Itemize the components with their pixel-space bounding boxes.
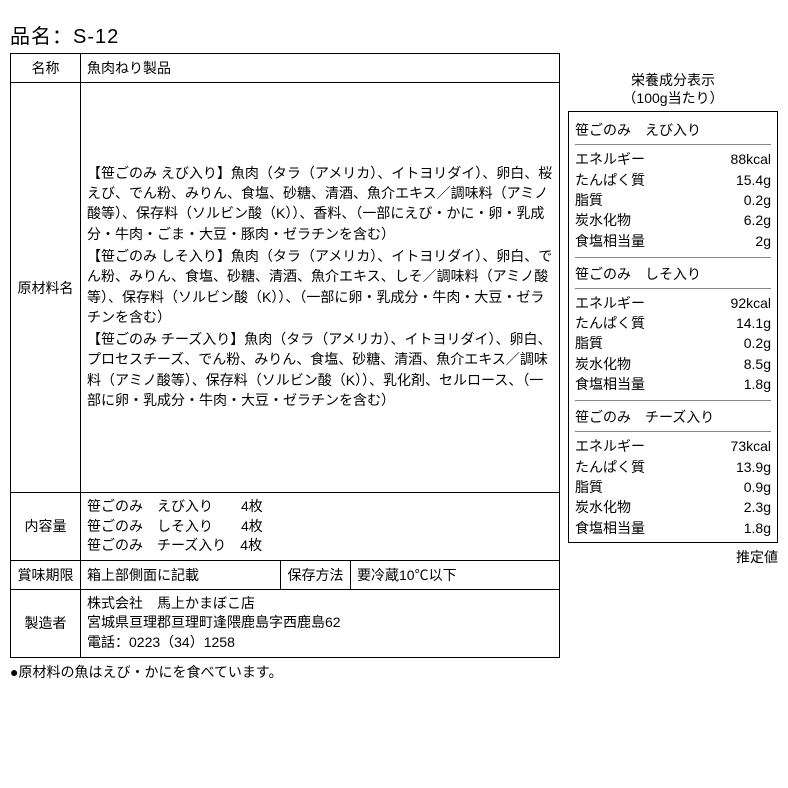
- ingredients-p1: 【笹ごのみ えび入り】魚肉（タラ（アメリカ）、イトヨリダイ）、卵白、桜えび、でん…: [87, 163, 553, 244]
- nut-title-3: 笹ごのみ チーズ入り: [575, 400, 771, 432]
- nut-value: 14.1g: [736, 313, 771, 333]
- storage-table: 賞味期限 箱上部側面に記載 保存方法 要冷蔵10℃以下: [10, 561, 560, 590]
- nut-row: 脂質 0.2g: [575, 333, 771, 353]
- nut-header-line2: （100g当たり）: [568, 89, 778, 107]
- name-value: 魚肉ねり製品: [81, 54, 560, 83]
- nut-value: 1.8g: [744, 374, 771, 394]
- nut-row: たんぱく質 13.9g: [575, 457, 771, 477]
- maker-header: 製造者: [11, 590, 81, 657]
- nut-row: たんぱく質 14.1g: [575, 313, 771, 333]
- contents-line-2: 笹ごのみ しそ入り 4枚: [87, 517, 553, 537]
- footnote: ●原材料の魚はえび・かにを食べています。: [10, 662, 560, 682]
- nut-value: 92kcal: [731, 293, 771, 313]
- nut-label: 脂質: [575, 333, 603, 353]
- nut-value: 8.5g: [744, 354, 771, 374]
- nut-value: 13.9g: [736, 457, 771, 477]
- contents-line-3: 笹ごのみ チーズ入り 4枚: [87, 536, 553, 556]
- nut-row: 炭水化物 8.5g: [575, 354, 771, 374]
- nut-row: 炭水化物 2.3g: [575, 497, 771, 517]
- nut-label: 炭水化物: [575, 354, 631, 374]
- nut-value: 0.2g: [744, 190, 771, 210]
- ingredients-header: 原材料名: [11, 83, 81, 493]
- nut-header-line1: 栄養成分表示: [568, 71, 778, 89]
- nut-title-2: 笹ごのみ しそ入り: [575, 257, 771, 289]
- maker-line-2: 宮城県亘理郡亘理町逢隈鹿島字西鹿島62: [87, 613, 553, 633]
- nut-row: 脂質 0.9g: [575, 477, 771, 497]
- nutrition-box: 笹ごのみ えび入り エネルギー88kcal たんぱく質15.4g 脂質0.2g …: [568, 111, 778, 542]
- contents-line-1: 笹ごのみ えび入り 4枚: [87, 497, 553, 517]
- nut-label: たんぱく質: [575, 170, 645, 190]
- ingredients-cell: 【笹ごのみ えび入り】魚肉（タラ（アメリカ）、イトヨリダイ）、卵白、桜えび、でん…: [81, 83, 560, 493]
- nut-label: 食塩相当量: [575, 374, 645, 394]
- maker-cell: 株式会社 馬上かまぼこ店 宮城県亘理郡亘理町逢隈鹿島字西鹿島62 電話：0223…: [81, 590, 560, 657]
- spec-table: 名称 魚肉ねり製品 原材料名 【笹ごのみ えび入り】魚肉（タラ（アメリカ）、イト…: [10, 53, 560, 561]
- nut-row: エネルギー 88kcal: [575, 149, 771, 169]
- nut-label: 炭水化物: [575, 210, 631, 230]
- contents-header: 内容量: [11, 493, 81, 561]
- nut-section-1: 笹ごのみ えび入り エネルギー88kcal たんぱく質15.4g 脂質0.2g …: [575, 116, 771, 250]
- nut-row: 炭水化物 6.2g: [575, 210, 771, 230]
- nut-row: エネルギー 92kcal: [575, 293, 771, 313]
- contents-cell: 笹ごのみ えび入り 4枚 笹ごのみ しそ入り 4枚 笹ごのみ チーズ入り 4枚: [81, 493, 560, 561]
- nut-label: エネルギー: [575, 149, 645, 169]
- ingredients-p2: 【笹ごのみ しそ入り】魚肉（タラ（アメリカ）、イトヨリダイ）、卵白、でん粉、みり…: [87, 246, 553, 327]
- nut-row: 食塩相当量 1.8g: [575, 374, 771, 394]
- nut-title-1: 笹ごのみ えび入り: [575, 116, 771, 145]
- nutrition-header: 栄養成分表示 （100g当たり）: [568, 71, 778, 107]
- storage-value: 要冷蔵10℃以下: [351, 561, 560, 590]
- ingredients-p3: 【笹ごのみ チーズ入り】魚肉（タラ（アメリカ）、イトヨリダイ）、卵白、プロセスチ…: [87, 329, 553, 410]
- nut-row: たんぱく質 15.4g: [575, 170, 771, 190]
- nut-label: 脂質: [575, 190, 603, 210]
- right-column: 栄養成分表示 （100g当たり） 笹ごのみ えび入り エネルギー 88kcal た…: [568, 53, 778, 682]
- nut-row: 脂質 0.2g: [575, 190, 771, 210]
- product-code: 品名：S-12: [10, 20, 778, 49]
- nut-label: 炭水化物: [575, 497, 631, 517]
- main-container: 名称 魚肉ねり製品 原材料名 【笹ごのみ えび入り】魚肉（タラ（アメリカ）、イト…: [10, 53, 778, 682]
- expiry-value: 箱上部側面に記載: [81, 561, 281, 590]
- nut-label: たんぱく質: [575, 457, 645, 477]
- nut-value: 15.4g: [736, 170, 771, 190]
- nut-row: 食塩相当量 1.8g: [575, 518, 771, 538]
- nut-value: 1.8g: [744, 518, 771, 538]
- nut-label: エネルギー: [575, 293, 645, 313]
- nut-value: 0.9g: [744, 477, 771, 497]
- nut-label: 食塩相当量: [575, 518, 645, 538]
- storage-header: 保存方法: [281, 561, 351, 590]
- nut-row: 食塩相当量 2g: [575, 231, 771, 251]
- nut-label: 食塩相当量: [575, 231, 645, 251]
- nut-label: エネルギー: [575, 436, 645, 456]
- nut-label: 脂質: [575, 477, 603, 497]
- maker-line-1: 株式会社 馬上かまぼこ店: [87, 594, 553, 614]
- nut-value: 2.3g: [744, 497, 771, 517]
- nut-value: 73kcal: [731, 436, 771, 456]
- nut-value: 6.2g: [744, 210, 771, 230]
- nut-value: 0.2g: [744, 333, 771, 353]
- nut-label: たんぱく質: [575, 313, 645, 333]
- nut-value: 2g: [755, 231, 771, 251]
- expiry-header: 賞味期限: [11, 561, 81, 590]
- estimate-label: 推定値: [568, 547, 778, 567]
- nut-section-2: 笹ごのみ しそ入り エネルギー92kcal たんぱく質14.1g 脂質0.2g …: [575, 257, 771, 394]
- maker-line-3: 電話：0223（34）1258: [87, 633, 553, 653]
- maker-table: 製造者 株式会社 馬上かまぼこ店 宮城県亘理郡亘理町逢隈鹿島字西鹿島62 電話：…: [10, 590, 560, 658]
- name-header: 名称: [11, 54, 81, 83]
- nut-section-3: 笹ごのみ チーズ入り エネルギー 73kcal たんぱく質 13.9g 脂質 0.9g…: [575, 400, 771, 537]
- nut-value: 88kcal: [731, 149, 771, 169]
- left-column: 名称 魚肉ねり製品 原材料名 【笹ごのみ えび入り】魚肉（タラ（アメリカ）、イト…: [10, 53, 560, 682]
- nut-row: エネルギー 73kcal: [575, 436, 771, 456]
